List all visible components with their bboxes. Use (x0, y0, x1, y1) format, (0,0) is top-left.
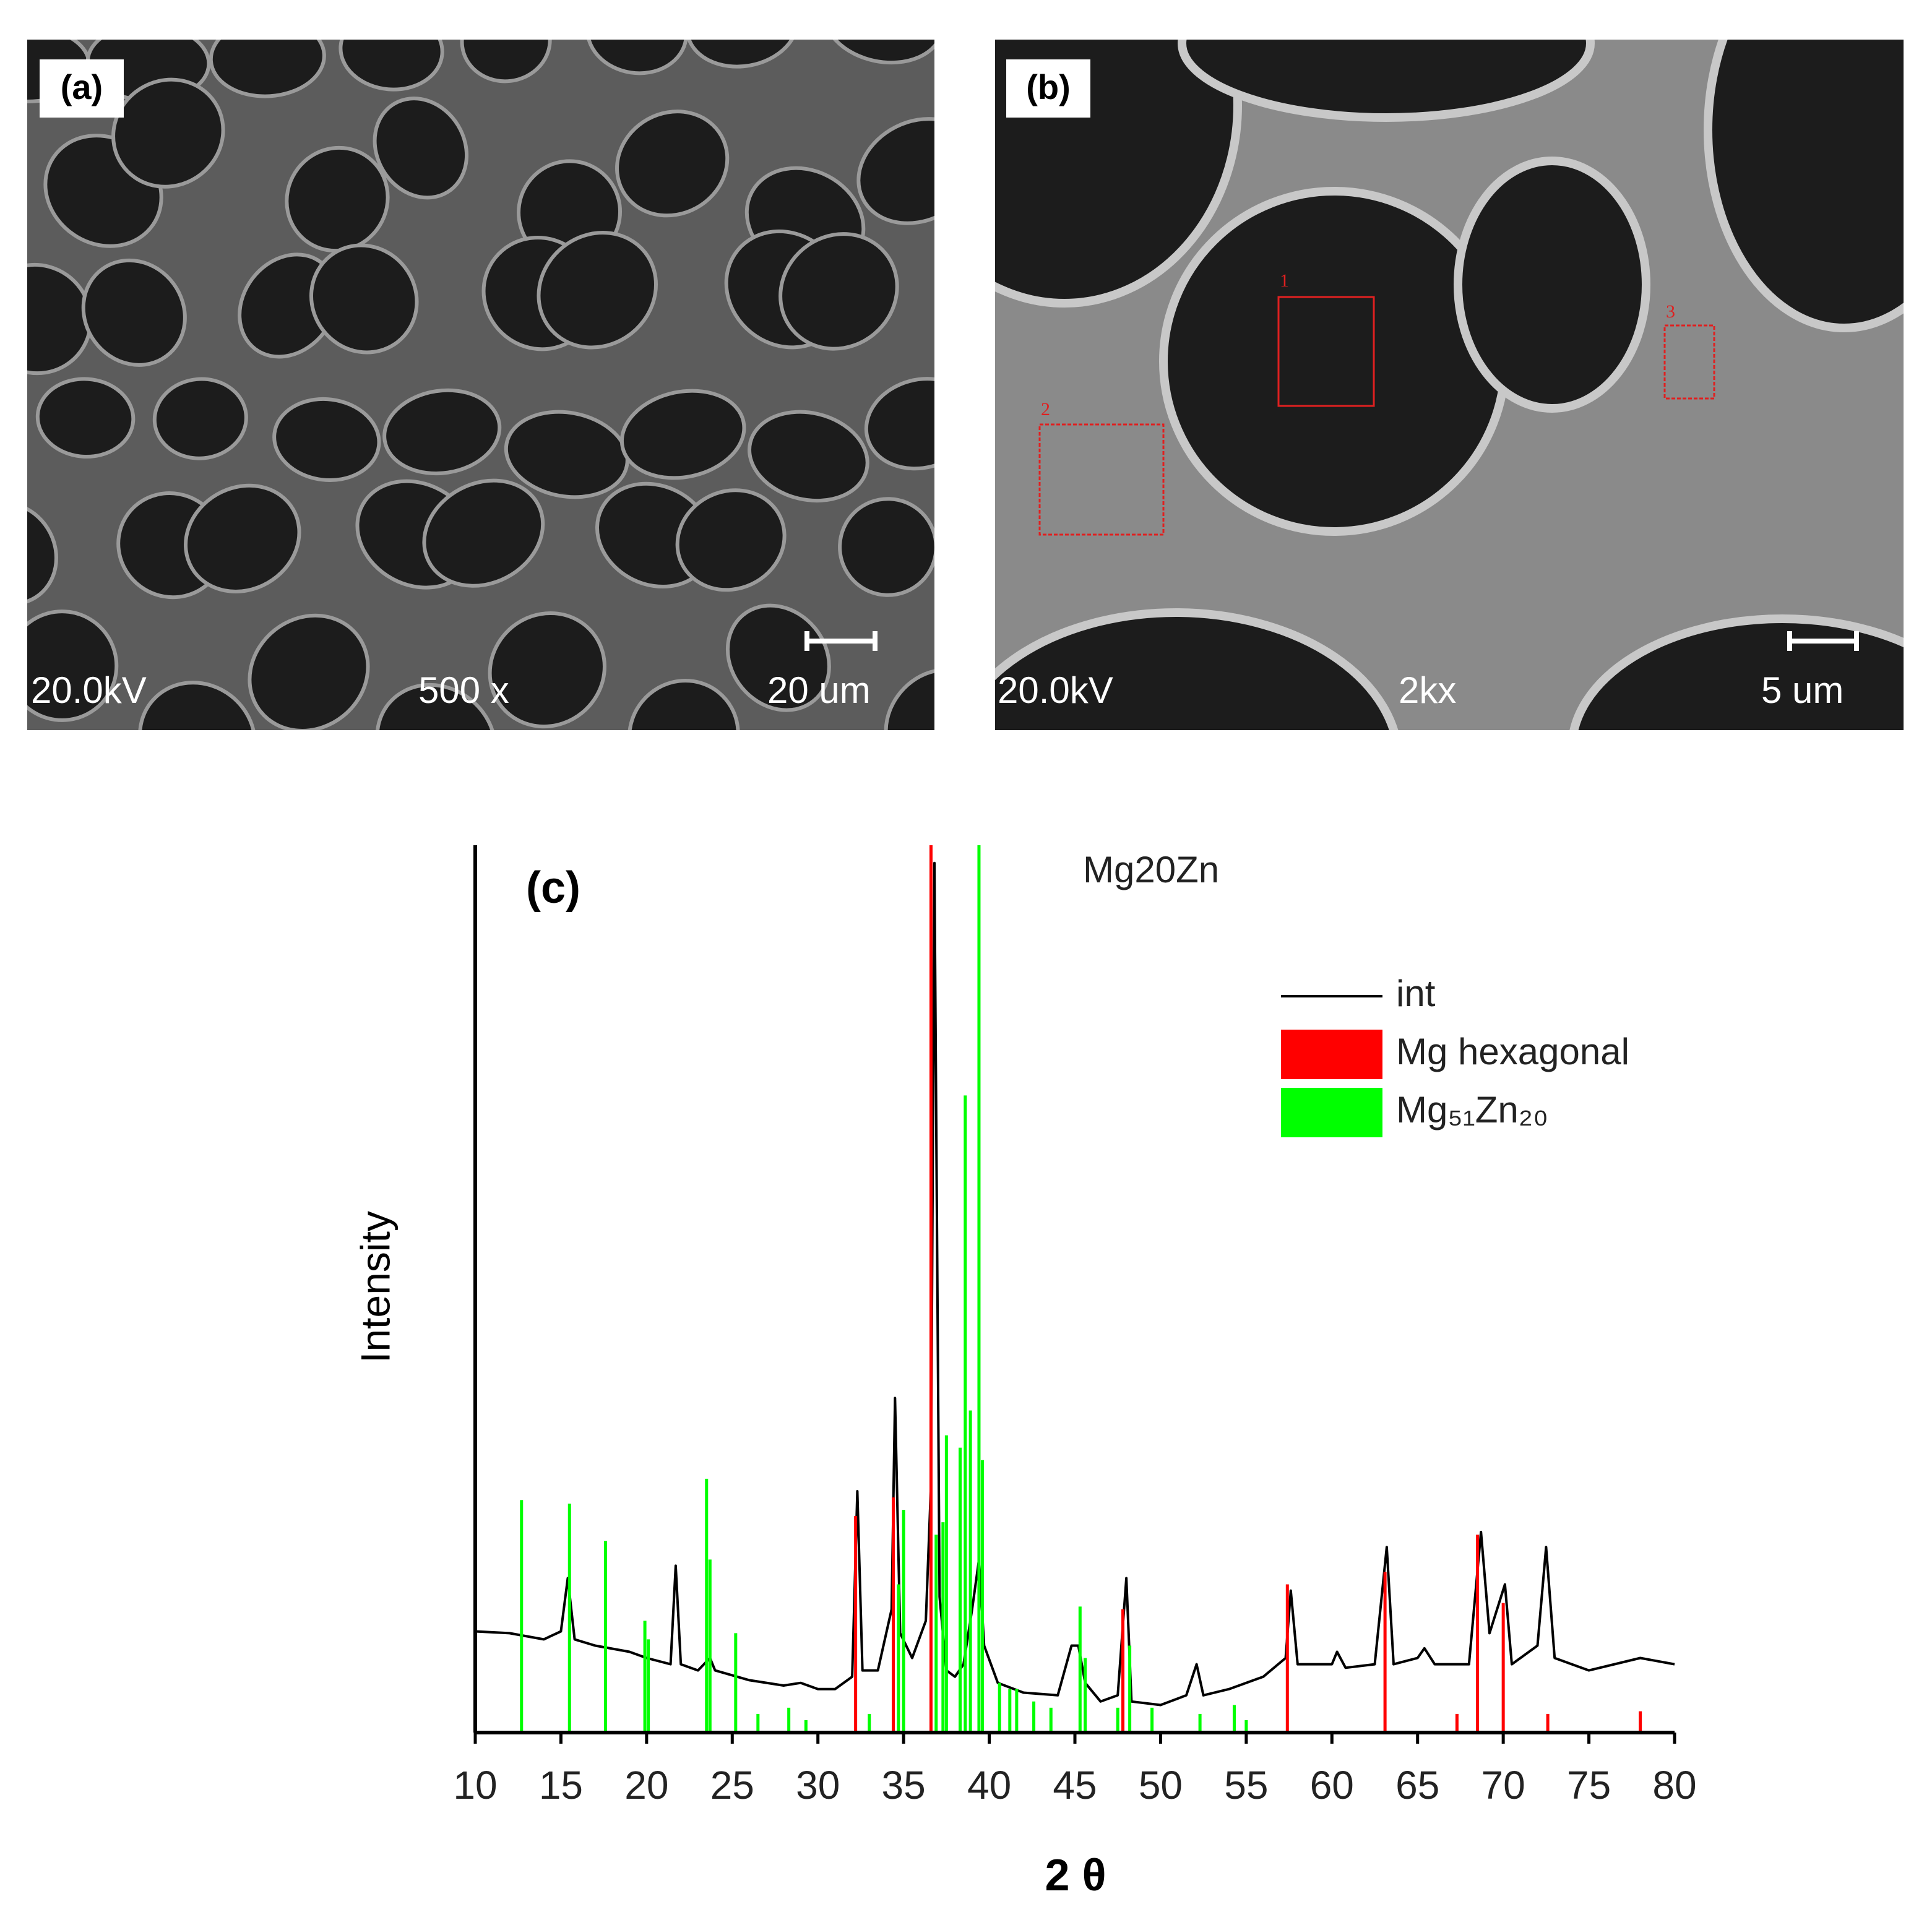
pore (339, 40, 444, 92)
pore (285, 145, 390, 253)
pore (675, 488, 787, 592)
pore (1569, 614, 1904, 730)
pore (725, 603, 831, 712)
pore (1454, 157, 1650, 413)
x-tick-label: 75 (1567, 1763, 1611, 1807)
pore (382, 388, 502, 476)
pore (995, 608, 1399, 730)
pore (504, 410, 629, 499)
pore (248, 613, 370, 730)
pore (111, 77, 225, 189)
pore (152, 377, 248, 460)
x-tick-label: 60 (1310, 1763, 1354, 1807)
sem-image-a (27, 40, 934, 730)
panel-label: (a) (61, 67, 103, 106)
pore (35, 377, 136, 459)
scale-label: 5 um (1761, 670, 1844, 711)
pore (884, 668, 934, 730)
legend-swatch (1281, 1030, 1382, 1079)
x-tick-label: 35 (882, 1763, 926, 1807)
pore (1159, 187, 1509, 536)
pore (375, 683, 498, 730)
pore (615, 110, 730, 218)
pore (460, 40, 552, 84)
x-tick-label: 55 (1224, 1763, 1268, 1807)
sem-image-b (995, 40, 1904, 730)
pore (537, 231, 658, 350)
x-tick-label: 50 (1139, 1763, 1183, 1807)
pore (1178, 40, 1595, 122)
panel-label: (c) (526, 863, 580, 913)
region-label: 2 (1041, 399, 1050, 420)
region-box (1277, 296, 1375, 407)
pore (422, 478, 545, 588)
legend-label: Mg₅₁Zn₂₀ (1396, 1089, 1548, 1130)
pore (627, 679, 740, 730)
x-axis-label: 2 θ (1045, 1851, 1106, 1900)
pore (309, 243, 419, 355)
pore (778, 232, 899, 351)
scale-bar (804, 631, 878, 651)
magnification: 500 x (418, 670, 509, 711)
legend-label: int (1396, 973, 1436, 1014)
pore (27, 262, 93, 376)
pore (138, 681, 257, 730)
pore (373, 97, 469, 200)
data-line (475, 861, 1675, 1707)
pore (1704, 40, 1904, 332)
pore (585, 40, 689, 75)
region-box (1038, 423, 1165, 536)
x-tick-label: 20 (624, 1763, 668, 1807)
pore (838, 497, 934, 597)
pores (995, 40, 1904, 730)
pore (488, 611, 606, 729)
pore (272, 397, 381, 482)
legend-swatch (1281, 1088, 1382, 1137)
x-tick-label: 45 (1053, 1763, 1097, 1807)
chart-title: Mg20Zn (1083, 849, 1219, 890)
pore (27, 609, 119, 722)
x-tick-label: 70 (1481, 1763, 1525, 1807)
pore (184, 483, 301, 593)
legend-label: Mg hexagonal (1396, 1031, 1629, 1072)
x-tick-label: 65 (1395, 1763, 1439, 1807)
x-tick-label: 25 (710, 1763, 754, 1807)
x-tick-label: 30 (796, 1763, 840, 1807)
x-tick-label: 40 (967, 1763, 1011, 1807)
x-tick-label: 80 (1652, 1763, 1696, 1807)
region-label: 3 (1666, 301, 1675, 322)
pore (209, 40, 326, 98)
region-box (1663, 324, 1715, 400)
x-tick-label: 10 (453, 1763, 497, 1807)
region-label: 1 (1280, 270, 1289, 291)
x-tick-label: 15 (539, 1763, 583, 1807)
pore (864, 377, 934, 471)
voltage: 20.0kV (31, 670, 147, 711)
pore (856, 117, 934, 225)
y-axis-label: Intensity (352, 1211, 398, 1363)
pore (822, 40, 934, 65)
pore (27, 501, 58, 606)
magnification: 2kx (1399, 670, 1456, 711)
pore (748, 410, 869, 503)
scale-bar (1787, 631, 1859, 651)
label-box (40, 59, 124, 118)
panel-label: (b) (1026, 67, 1071, 106)
voltage: 20.0kV (998, 670, 1113, 711)
pore (685, 40, 800, 69)
pore (81, 258, 187, 367)
pore (619, 389, 746, 480)
regions (1038, 296, 1715, 536)
scale-label: 20 um (767, 670, 871, 711)
label-box (1006, 59, 1090, 118)
